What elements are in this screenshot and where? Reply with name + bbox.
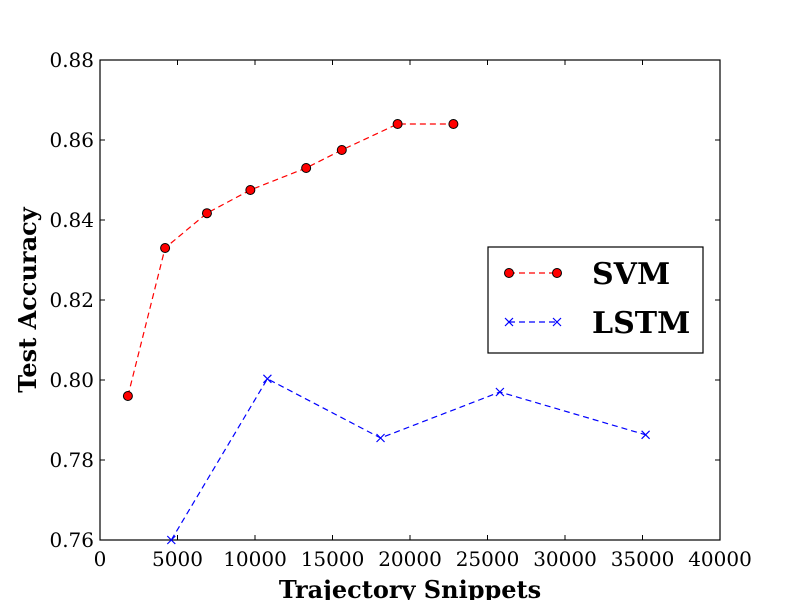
legend-box [487, 246, 704, 354]
y-tick-label: 0.78 [49, 448, 94, 472]
y-tick-label: 0.80 [49, 368, 94, 392]
legend-marker-lstm-end [552, 317, 562, 327]
x-tick-label: 40000 [688, 547, 752, 571]
legend-marker-svm-end [552, 268, 562, 278]
legend-label-svm: SVM [592, 257, 670, 292]
svm-line [127, 123, 454, 397]
svm-point [301, 163, 312, 173]
x-tick-label: 20000 [378, 547, 442, 571]
x-axis-label: Trajectory Snippets [279, 575, 541, 600]
lstm-point [262, 374, 272, 384]
x-tick-label: 10000 [223, 547, 287, 571]
series-svm [122, 119, 459, 401]
y-tick-label: 0.84 [49, 208, 94, 232]
y-axis-label: Test Accuracy [13, 206, 42, 392]
y-tick-label: 0.86 [49, 128, 94, 152]
y-tick-label: 0.88 [49, 48, 94, 72]
legend-marker-lstm [504, 317, 514, 327]
lstm-line [170, 378, 646, 541]
svm-point [336, 145, 347, 155]
lstm-point [495, 387, 505, 397]
series-lstm [166, 374, 651, 545]
lstm-point [166, 535, 176, 545]
legend-label-lstm: LSTM [592, 306, 690, 341]
lstm-point [641, 430, 651, 440]
y-tick-label: 0.76 [49, 528, 94, 552]
svm-point [201, 208, 212, 219]
svm-point [245, 185, 256, 195]
svm-point [392, 119, 403, 129]
svm-point [448, 119, 459, 129]
x-tick-label: 30000 [533, 547, 597, 571]
x-tick-label: 15000 [301, 547, 365, 571]
x-tick-label: 35000 [611, 547, 675, 571]
x-tick-label: 0 [94, 547, 107, 571]
x-tick-label: 5000 [152, 547, 203, 571]
lstm-point [376, 433, 385, 443]
series-layer [122, 119, 651, 545]
legend: SVM LSTM [487, 246, 704, 354]
axis-ticks: 0 5000 10000 15000 20000 25000 30000 35000 40000… [49, 48, 751, 571]
y-tick-label: 0.82 [49, 288, 94, 312]
svm-point [160, 243, 171, 253]
x-tick-label: 25000 [456, 547, 520, 571]
legend-marker-svm [504, 268, 514, 278]
svm-point [122, 391, 133, 401]
